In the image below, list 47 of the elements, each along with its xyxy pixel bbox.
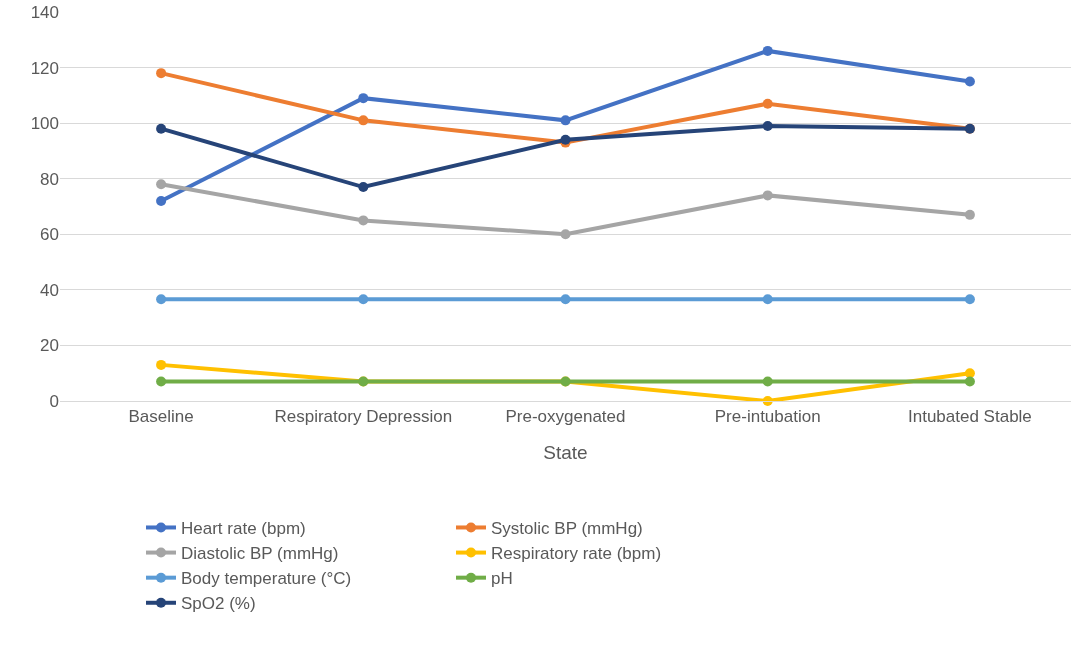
point <box>964 368 975 379</box>
point <box>762 190 773 201</box>
point <box>156 195 167 206</box>
x-tick-label: Intubated Stable <box>907 407 1032 427</box>
legend-label: Respiratory rate (bpm) <box>491 544 662 564</box>
point <box>358 93 369 104</box>
y-tick-label: 40 <box>40 280 59 300</box>
x-tick-label: Baseline <box>128 407 194 427</box>
x-tick-label: Pre-oxygenated <box>505 407 626 427</box>
y-tick-label: 120 <box>30 58 59 78</box>
legend-label: Diastolic BP (mmHg) <box>181 544 339 564</box>
legend-label: Body temperature (°C) <box>181 569 352 589</box>
x-tick-label: Pre-intubation <box>714 407 821 427</box>
point <box>964 376 975 387</box>
point <box>964 209 975 220</box>
y-tick-label: 100 <box>30 114 59 134</box>
point <box>156 294 167 305</box>
legend-label: pH <box>491 569 513 589</box>
point <box>560 294 571 305</box>
y-tick-label: 20 <box>40 336 59 356</box>
point <box>560 229 571 240</box>
point <box>156 68 167 79</box>
point <box>560 115 571 126</box>
point <box>964 76 975 87</box>
point <box>762 376 773 387</box>
y-tick-label: 80 <box>40 169 59 189</box>
point <box>156 123 167 134</box>
point <box>358 215 369 226</box>
point <box>762 120 773 131</box>
point <box>964 294 975 305</box>
y-tick-label: 140 <box>30 2 59 22</box>
point <box>358 294 369 305</box>
point <box>762 294 773 305</box>
point <box>156 376 167 387</box>
x-axis-title: State <box>543 442 588 464</box>
point <box>156 359 167 370</box>
point <box>358 182 369 193</box>
y-tick-label: 60 <box>40 225 59 245</box>
point <box>762 98 773 109</box>
y-tick-label: 0 <box>49 391 59 411</box>
point <box>762 45 773 56</box>
legend-label: SpO2 (%) <box>181 594 256 614</box>
point <box>358 115 369 126</box>
legend-label: Systolic BP (mmHg) <box>491 519 643 539</box>
point <box>156 179 167 190</box>
x-tick-label: Respiratory Depression <box>274 407 453 427</box>
legend-label: Heart rate (bpm) <box>181 519 306 539</box>
